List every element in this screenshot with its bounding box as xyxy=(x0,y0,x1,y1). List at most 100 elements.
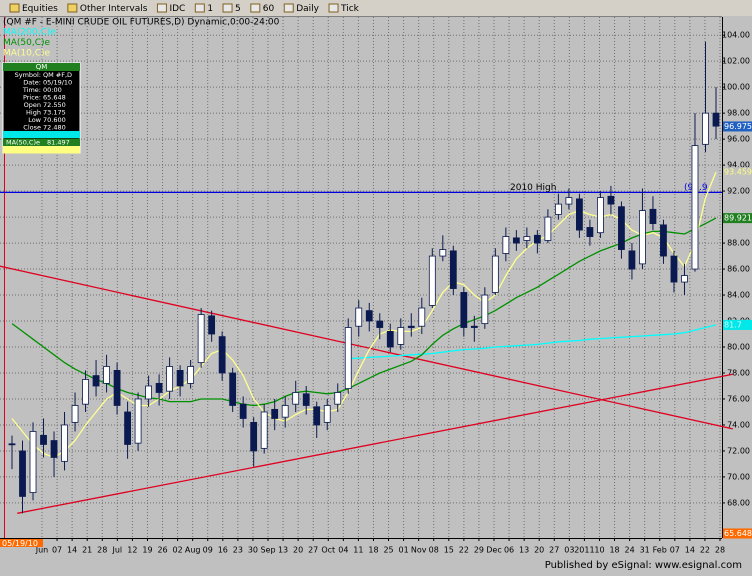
x-tick-label: 19 xyxy=(142,546,152,555)
price-flag-box xyxy=(723,528,752,539)
footer: Published by eSignal: www.esignal.com xyxy=(545,560,742,571)
toolbar-button[interactable]: 5 xyxy=(235,4,241,14)
price-flag-box xyxy=(723,167,752,178)
x-tick-label: 29 xyxy=(474,546,484,555)
candle-body xyxy=(71,405,79,423)
candle-body xyxy=(229,372,237,406)
toolbar-icon[interactable] xyxy=(328,3,339,13)
data-window-value: 72.550 xyxy=(43,101,66,109)
x-tick-label: 13 xyxy=(519,546,529,555)
x-tick-label: 22 xyxy=(459,546,469,555)
price-flag: 81.7 xyxy=(724,320,742,329)
candle-body xyxy=(449,250,457,289)
candle-body xyxy=(250,421,258,452)
trendline xyxy=(17,373,733,514)
candle-body xyxy=(302,393,310,406)
candle-body xyxy=(586,227,594,237)
toolbar-icon[interactable] xyxy=(67,3,78,13)
candle-body xyxy=(292,392,300,405)
data-window-label: Symbol: xyxy=(15,71,41,79)
data-window-row-bg xyxy=(3,146,80,154)
candle-body xyxy=(397,327,405,345)
data-window-label: Close xyxy=(23,124,41,132)
x-tick-label: 23 xyxy=(233,546,243,555)
candle-body xyxy=(208,315,216,335)
x-tick-label: Jun xyxy=(35,546,49,555)
toolbar-button[interactable]: Equities xyxy=(22,4,58,14)
candle-body xyxy=(145,385,152,400)
legend-entry: MA(200,C)e xyxy=(3,28,56,38)
y-tick-label: 88.00 xyxy=(727,239,750,248)
x-tick-label: 26 xyxy=(157,546,167,555)
toolbar-icon[interactable] xyxy=(194,3,205,13)
data-window-label: Low xyxy=(28,116,41,124)
x-tick-label: Aug xyxy=(185,546,201,555)
candle-body xyxy=(428,255,436,306)
candle-body xyxy=(355,307,363,327)
data-window-value: 72.480 xyxy=(43,124,66,132)
candle-body xyxy=(491,255,499,293)
y-tick-label: 96.00 xyxy=(727,135,750,144)
y-tick-label: 74.00 xyxy=(727,420,750,429)
toolbar-button[interactable]: Tick xyxy=(340,4,360,14)
toolbar-button[interactable]: 1 xyxy=(207,4,213,14)
candle-body xyxy=(134,398,142,444)
toolbar-button[interactable]: 60 xyxy=(263,4,275,14)
candle-body xyxy=(155,382,163,393)
x-tick-label: 06 xyxy=(504,546,514,555)
x-tick-label: 2011 xyxy=(574,546,594,555)
toolbar-button[interactable]: IDC xyxy=(169,4,185,14)
candle-body xyxy=(607,195,615,205)
x-tick-label: 18 xyxy=(609,546,619,555)
candle-body xyxy=(50,440,58,458)
candle-body xyxy=(8,443,16,446)
price-flag: 96.975 xyxy=(724,122,752,131)
x-tick-label: 01 xyxy=(399,546,409,555)
candle-body xyxy=(702,112,709,145)
data-window-value: 70.600 xyxy=(43,116,66,124)
candle-body xyxy=(681,275,688,283)
x-tick-label: 13 xyxy=(278,546,288,555)
candle-body xyxy=(618,206,625,250)
x-tick-label: Jul xyxy=(112,546,123,555)
price-flag-box xyxy=(723,319,752,330)
candle-body xyxy=(197,314,205,364)
candle-body xyxy=(218,336,226,374)
toolbar-icon[interactable] xyxy=(156,3,167,13)
x-tick-label: 28 xyxy=(97,546,107,555)
candle-body xyxy=(40,434,47,445)
x-tick-label: 28 xyxy=(715,546,725,555)
price-flag: 93.459 xyxy=(724,168,752,177)
x-tick-label: 04 xyxy=(338,546,348,555)
candle-body xyxy=(565,197,573,205)
horizontal-line-label: 2010 High xyxy=(510,183,556,193)
plot: 2010 High(91.9 xyxy=(0,41,733,514)
y-tick-label: 72.00 xyxy=(727,446,750,455)
x-tick-label: 10 xyxy=(594,546,604,555)
toolbar-button[interactable]: Other Intervals xyxy=(80,4,148,14)
toolbar-icon[interactable] xyxy=(250,3,261,13)
price-flag-box xyxy=(723,121,752,132)
x-tick-label: 25 xyxy=(383,546,393,555)
data-window-label: Price: xyxy=(23,94,41,102)
candle-body xyxy=(386,331,394,348)
overlay: 96.975 93.459 89.921 81.7 65.648 (QM #F - E-M… xyxy=(2,18,752,539)
candle-body xyxy=(460,292,468,328)
candle-body xyxy=(334,392,342,405)
candle-body xyxy=(481,294,489,325)
candle-body xyxy=(239,403,247,419)
candle-body xyxy=(92,375,100,387)
toolbar-icon[interactable] xyxy=(222,3,233,13)
x-tick-label: 03 xyxy=(564,546,574,555)
toolbar-button[interactable]: Daily xyxy=(296,4,319,14)
candle-body xyxy=(470,325,478,328)
data-window-label: High xyxy=(26,109,41,117)
data-window-label: Time: xyxy=(22,86,41,94)
candle-body xyxy=(533,234,541,244)
candle-body xyxy=(712,112,720,127)
x-tick-label: 24 xyxy=(625,546,635,555)
x-tick-label: Oct xyxy=(321,546,335,555)
toolbar-icon[interactable] xyxy=(283,3,294,13)
toolbar-icon[interactable] xyxy=(9,3,20,13)
data-window-value: 05/19/10 xyxy=(43,79,72,87)
